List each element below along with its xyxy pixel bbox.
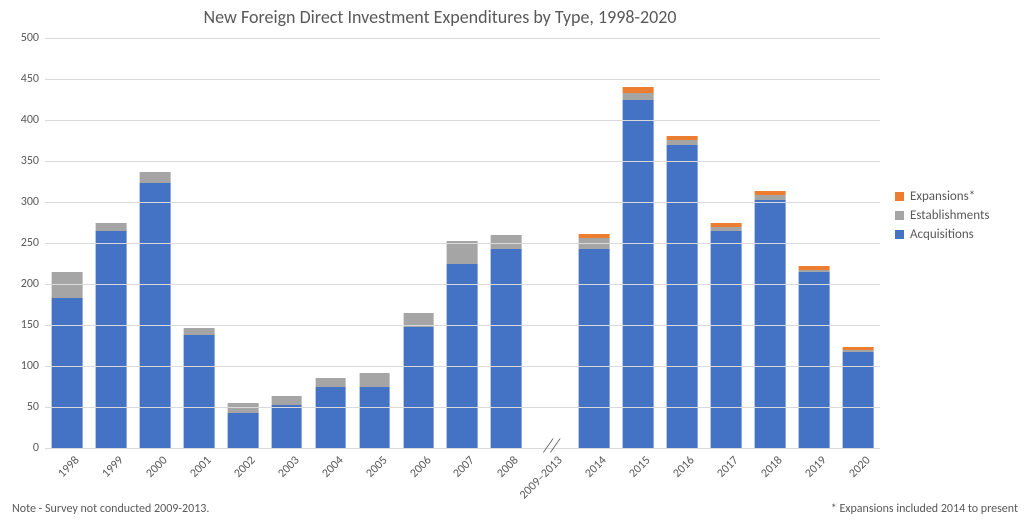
x-axis-tick-label: 2019 [800, 451, 830, 481]
bar-segment-acquisitions [315, 387, 346, 449]
legend-swatch [895, 192, 904, 201]
bar-stack [96, 223, 127, 448]
y-axis-tick-label: 50 [27, 400, 45, 414]
y-axis-tick-label: 250 [21, 236, 45, 250]
x-axis-tick-label: 2015 [624, 451, 654, 481]
legend-swatch [895, 230, 904, 239]
legend-item: Establishments [895, 208, 989, 223]
bar-segment-establishments [271, 396, 302, 405]
bar-stack [271, 396, 302, 448]
bar-stack [623, 87, 654, 448]
x-axis-tick-label: 2007 [448, 451, 478, 481]
x-axis-tick-label: 2017 [712, 451, 742, 481]
bar-stack [843, 347, 874, 448]
gridline [45, 243, 880, 244]
bar-segment-establishments [96, 223, 127, 231]
x-axis-tick-label: 2002 [228, 451, 258, 481]
legend-item: Acquisitions [895, 227, 989, 242]
bar-segment-acquisitions [227, 413, 258, 448]
y-axis-tick-label: 200 [21, 277, 45, 291]
x-axis-tick-label: 2009–2013 [515, 451, 566, 502]
bar-stack [52, 272, 83, 448]
legend-label: Acquisitions [910, 227, 974, 242]
x-axis-tick-label: 2014 [580, 451, 610, 481]
x-axis-tick-label: 2001 [184, 451, 214, 481]
x-axis-tick-label: 2006 [404, 451, 434, 481]
bar-segment-acquisitions [799, 272, 830, 448]
y-axis-tick-label: 100 [21, 359, 45, 373]
bar-segment-acquisitions [491, 249, 522, 448]
x-axis-tick-label: 2008 [492, 451, 522, 481]
footnote-right: * Expansions included 2014 to present [831, 502, 1018, 516]
legend: Expansions* Establishments Acquisitions [895, 185, 989, 246]
y-axis-tick-label: 450 [21, 72, 45, 86]
gridline [45, 161, 880, 162]
gridline [45, 120, 880, 121]
bar-stack [315, 378, 346, 448]
gridline [45, 366, 880, 367]
bar-segment-acquisitions [359, 387, 390, 449]
bar-stack [799, 266, 830, 448]
gridline [45, 202, 880, 203]
bar-segment-establishments [315, 378, 346, 386]
bar-stack [667, 136, 698, 448]
bar-segment-acquisitions [96, 231, 127, 448]
x-axis-tick-label: 2000 [140, 451, 170, 481]
bar-segment-acquisitions [271, 405, 302, 448]
plot-area: 1998199920002001200220032004200520062007… [45, 38, 880, 449]
bar-segment-acquisitions [667, 145, 698, 448]
legend-swatch [895, 211, 904, 220]
gridline [45, 79, 880, 80]
bar-segment-establishments [359, 373, 390, 387]
bar-segment-acquisitions [403, 327, 434, 448]
x-axis-tick-label: 2020 [844, 451, 874, 481]
bar-stack [183, 328, 214, 448]
bar-stack [491, 235, 522, 448]
bar-stack [227, 403, 258, 448]
legend-item: Expansions* [895, 189, 989, 204]
bar-segment-establishments [491, 235, 522, 249]
gridline [45, 407, 880, 408]
y-axis-tick-label: 400 [21, 113, 45, 127]
bar-stack [359, 373, 390, 448]
x-axis-tick-label: 2004 [316, 451, 346, 481]
bar-segment-acquisitions [579, 249, 610, 448]
bar-segment-acquisitions [623, 100, 654, 449]
legend-label: Expansions* [910, 189, 975, 204]
y-axis-tick-label: 500 [21, 31, 45, 45]
chart-title: New Foreign Direct Investment Expenditur… [0, 6, 880, 28]
legend-label: Establishments [910, 208, 989, 223]
bar-segment-establishments [139, 172, 170, 183]
bar-segment-acquisitions [755, 200, 786, 448]
x-axis-tick-label: 2016 [668, 451, 698, 481]
bar-segment-acquisitions [183, 335, 214, 448]
y-axis-tick-label: 0 [33, 441, 45, 455]
y-axis-tick-label: 350 [21, 154, 45, 168]
x-axis-tick-label: 2003 [272, 451, 302, 481]
bar-segment-acquisitions [711, 231, 742, 448]
x-axis-tick-label: 1999 [97, 451, 127, 481]
gridline [45, 284, 880, 285]
chart-container: New Foreign Direct Investment Expenditur… [0, 0, 1030, 522]
x-axis-tick-label: 2005 [360, 451, 390, 481]
footnote-left: Note - Survey not conducted 2009-2013. [12, 502, 209, 516]
x-axis-tick-label: 2018 [756, 451, 786, 481]
y-axis-tick-label: 300 [21, 195, 45, 209]
bar-stack [403, 313, 434, 448]
bar-stack [447, 241, 478, 448]
bar-segment-establishments [447, 241, 478, 263]
y-axis-tick-label: 150 [21, 318, 45, 332]
gridline [45, 38, 880, 39]
bar-stack [755, 191, 786, 448]
gridline [45, 325, 880, 326]
bar-segment-acquisitions [139, 183, 170, 448]
bar-segment-acquisitions [447, 264, 478, 449]
bar-stack [579, 234, 610, 448]
x-axis-tick-label: 1998 [53, 451, 83, 481]
bar-segment-acquisitions [52, 298, 83, 448]
bar-stack [711, 223, 742, 448]
